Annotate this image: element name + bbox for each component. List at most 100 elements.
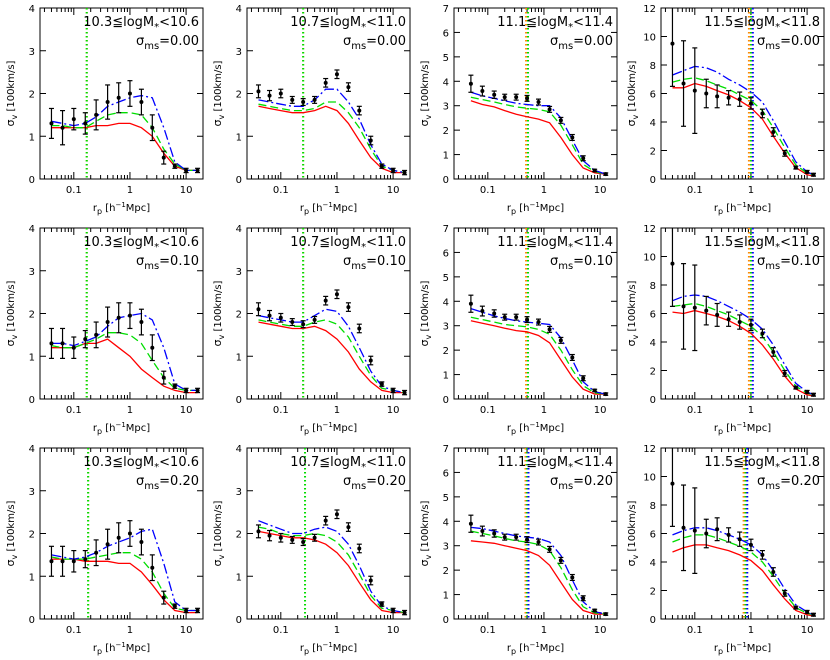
- data-point: [184, 168, 189, 173]
- series-line-dash-green: [470, 316, 606, 395]
- mass-bin-label: 11.5≦logM*<11.8: [704, 455, 820, 473]
- data-point: [726, 317, 731, 322]
- data-point: [116, 315, 121, 320]
- data-point: [771, 129, 776, 134]
- data-point: [71, 559, 76, 564]
- data-point: [49, 341, 54, 346]
- data-point: [737, 97, 742, 102]
- plot-area: [48, 520, 201, 614]
- data-point: [278, 315, 283, 320]
- x-tick-label: 0.1: [66, 625, 82, 636]
- plot-area: [468, 74, 609, 177]
- x-axis-label: rp [h−1Mpc]: [507, 201, 564, 216]
- data-point: [323, 80, 328, 85]
- y-tick-label: 1: [236, 572, 242, 583]
- data-point: [782, 371, 787, 376]
- x-tick-label: 0.1: [66, 405, 82, 416]
- data-point: [357, 108, 362, 113]
- data-point: [127, 531, 132, 536]
- data-point: [195, 608, 200, 613]
- y-tick-label: 2: [650, 587, 656, 598]
- mass-bin-label: 10.3≦logM*<10.6: [83, 235, 199, 253]
- mass-bin-label: 11.5≦logM*<11.8: [704, 235, 820, 253]
- data-point: [267, 313, 272, 318]
- data-point: [603, 172, 608, 177]
- data-point: [782, 591, 787, 596]
- y-tick-label: 4: [650, 118, 656, 129]
- y-tick-label: 3: [443, 542, 449, 553]
- data-point: [184, 388, 189, 393]
- data-point: [379, 164, 384, 169]
- data-point: [184, 608, 189, 613]
- y-tick-label: 2: [29, 310, 35, 321]
- data-point: [468, 301, 473, 306]
- y-tick-label: 2: [236, 530, 242, 541]
- data-point: [105, 100, 110, 105]
- y-tick-label: 1: [236, 352, 242, 363]
- data-point: [782, 151, 787, 156]
- data-point: [581, 156, 586, 161]
- sigma-ms-label: σms=0.20: [136, 474, 199, 492]
- y-tick-label: 0: [443, 395, 449, 406]
- data-point: [346, 305, 351, 310]
- data-point: [94, 332, 99, 337]
- data-point: [760, 331, 765, 336]
- mass-bin-label: 10.7≦logM*<11.0: [290, 455, 406, 473]
- data-point: [105, 542, 110, 547]
- series-line-dash-green: [672, 302, 814, 396]
- data-point: [704, 91, 709, 96]
- x-tick-label: 1: [748, 185, 754, 196]
- data-point: [150, 565, 155, 570]
- data-point: [726, 95, 731, 100]
- data-point: [581, 376, 586, 381]
- data-point: [771, 569, 776, 574]
- x-tick-label: 1: [334, 185, 340, 196]
- series-line-solid-red: [470, 320, 606, 395]
- y-tick-label: 0: [650, 175, 656, 186]
- data-point: [172, 384, 177, 389]
- data-point: [83, 337, 88, 342]
- y-tick-label: 5: [443, 273, 449, 284]
- x-axis-label: rp [h−1Mpc]: [93, 201, 150, 216]
- data-point: [468, 81, 473, 86]
- data-point: [492, 311, 497, 316]
- sigma-ms-label: σms=0.00: [550, 34, 613, 52]
- data-point: [150, 345, 155, 350]
- data-point: [793, 165, 798, 170]
- data-point: [83, 557, 88, 562]
- series-line-dashdot-blue: [51, 312, 198, 392]
- y-tick-label: 2: [236, 310, 242, 321]
- data-point: [94, 550, 99, 555]
- data-point: [116, 535, 121, 540]
- x-tick-label: 10: [180, 405, 193, 416]
- data-point: [514, 535, 519, 540]
- x-tick-label: 10: [387, 185, 400, 196]
- data-point: [715, 312, 720, 317]
- plot-area: [669, 228, 816, 397]
- x-tick-label: 0.1: [273, 625, 289, 636]
- data-point: [805, 389, 810, 394]
- y-tick-label: 5: [443, 493, 449, 504]
- y-tick-label: 2: [29, 530, 35, 541]
- data-point: [536, 540, 541, 545]
- y-tick-label: 2: [443, 566, 449, 577]
- data-point: [502, 315, 507, 320]
- y-tick-label: 7: [443, 4, 449, 15]
- data-point: [805, 609, 810, 614]
- y-tick-label: 8: [650, 281, 656, 292]
- x-tick-label: 10: [594, 185, 607, 196]
- data-point: [49, 559, 54, 564]
- y-tick-label: 6: [650, 530, 656, 541]
- x-tick-label: 0.1: [480, 625, 496, 636]
- data-point: [592, 608, 597, 613]
- data-point: [570, 135, 575, 140]
- data-point: [692, 528, 697, 533]
- x-tick-label: 10: [180, 185, 193, 196]
- y-tick-label: 0: [29, 615, 35, 626]
- data-point: [368, 578, 373, 583]
- y-tick-label: 3: [236, 47, 242, 58]
